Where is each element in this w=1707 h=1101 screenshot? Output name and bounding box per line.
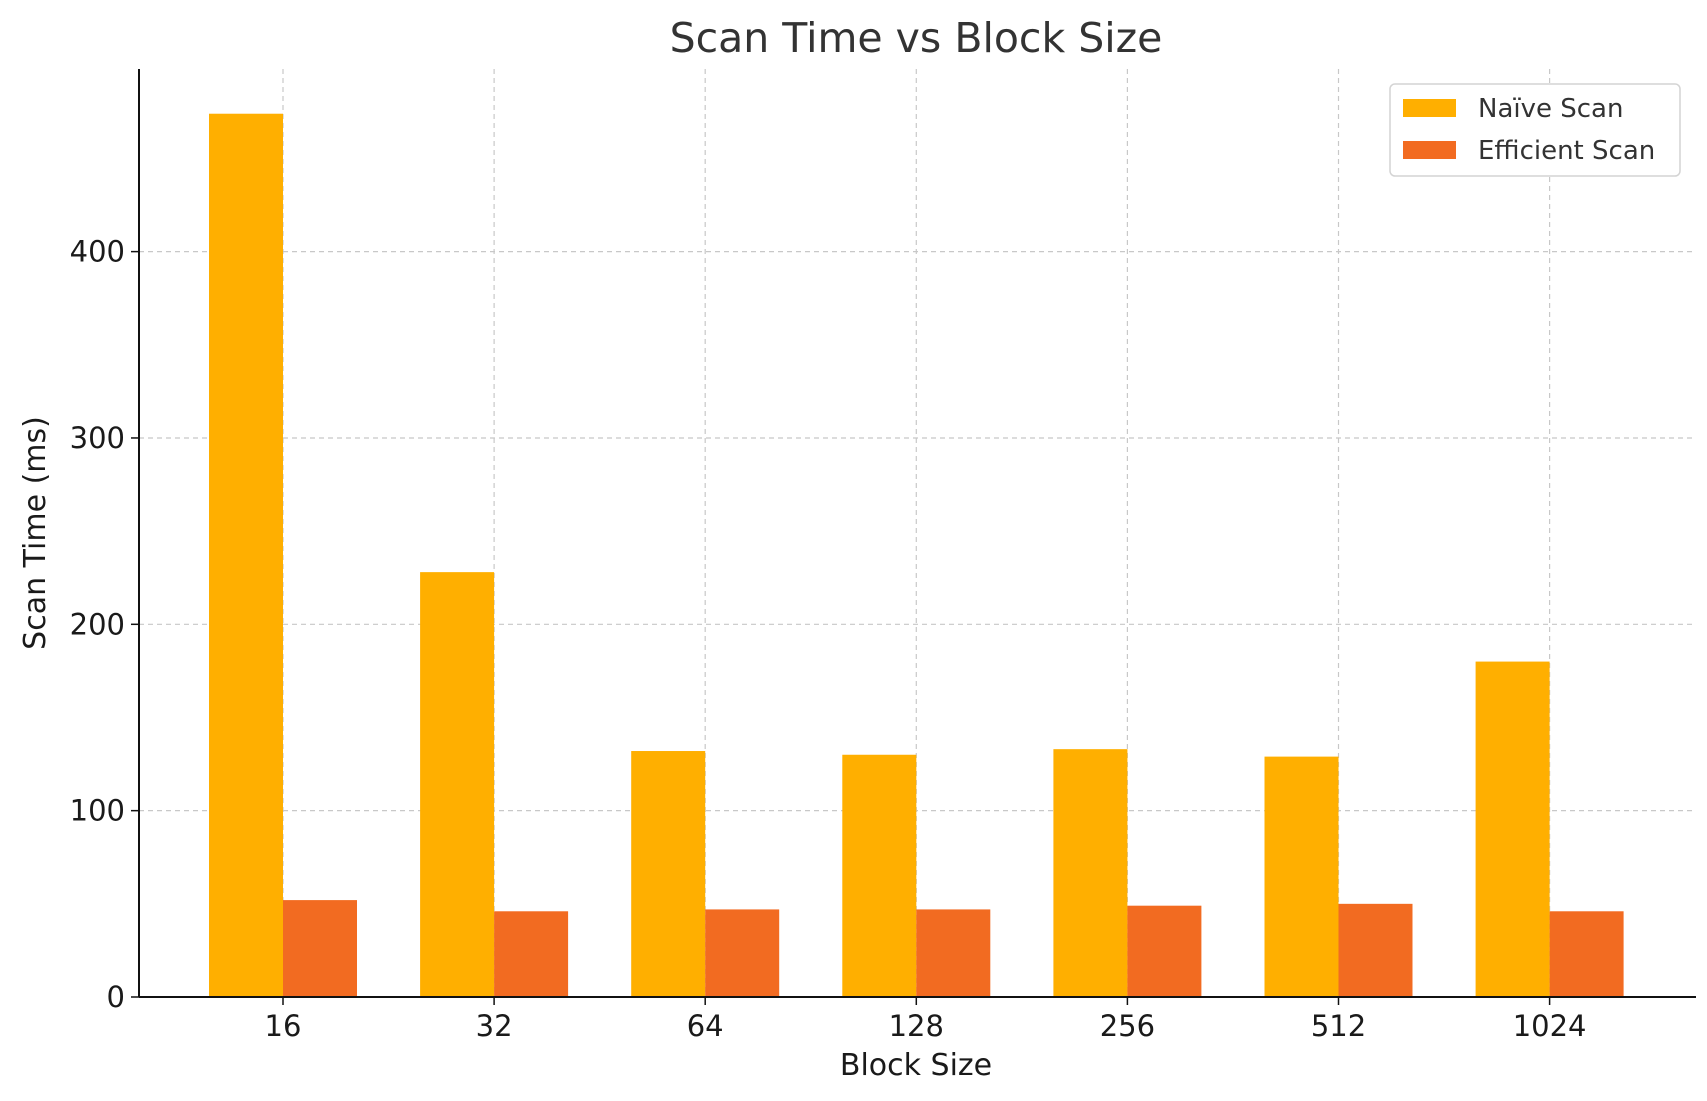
legend-label-efficient-scan: Efficient Scan [1478,136,1655,166]
bars [209,113,1624,997]
axes [138,69,1696,998]
x-tick-label: 64 [687,1009,724,1043]
ticks: 0 100 200 300 400 16 32 64 128 256 512 1024 [70,235,1587,1043]
bar-naive-scan-1024 [1475,661,1550,997]
y-tick-label: 100 [70,794,125,828]
bar-efficient-scan-1024 [1549,911,1624,997]
x-tick-label: 32 [476,1009,513,1043]
x-tick-label: 256 [1100,1009,1155,1043]
y-tick-label: 400 [70,235,125,269]
y-tick-label: 200 [70,607,125,641]
bar-naive-scan-256 [1053,749,1128,997]
legend-swatch-naive-scan [1403,99,1456,117]
bar-efficient-scan-32 [494,911,569,997]
legend-label-naive-scan: Naïve Scan [1478,94,1623,124]
chart-title: Scan Time vs Block Size [670,14,1163,62]
bar-efficient-scan-512 [1338,903,1413,997]
y-tick-label: 0 [107,980,125,1014]
bar-efficient-scan-16 [283,900,357,997]
bar-naive-scan-16 [209,113,283,997]
x-tick-label: 1024 [1513,1009,1587,1043]
y-axis-label: Scan Time (ms) [18,416,53,650]
y-tick-label: 300 [70,421,125,455]
bar-efficient-scan-256 [1127,905,1202,997]
x-tick-label: 128 [889,1009,944,1043]
bar-efficient-scan-64 [705,909,780,997]
legend-frame [1389,83,1681,177]
x-axis-label: Block Size [840,1048,992,1083]
bar-naive-scan-128 [842,754,917,997]
grid [139,69,1696,997]
bar-efficient-scan-128 [916,909,991,997]
x-tick-label: 512 [1311,1009,1366,1043]
bar-naive-scan-64 [631,751,706,997]
bar-naive-scan-32 [420,572,495,997]
x-tick-label: 16 [265,1009,302,1043]
legend: Naïve Scan Efficient Scan [1389,83,1681,177]
legend-swatch-efficient-scan [1403,141,1456,159]
bar-naive-scan-512 [1264,756,1339,997]
